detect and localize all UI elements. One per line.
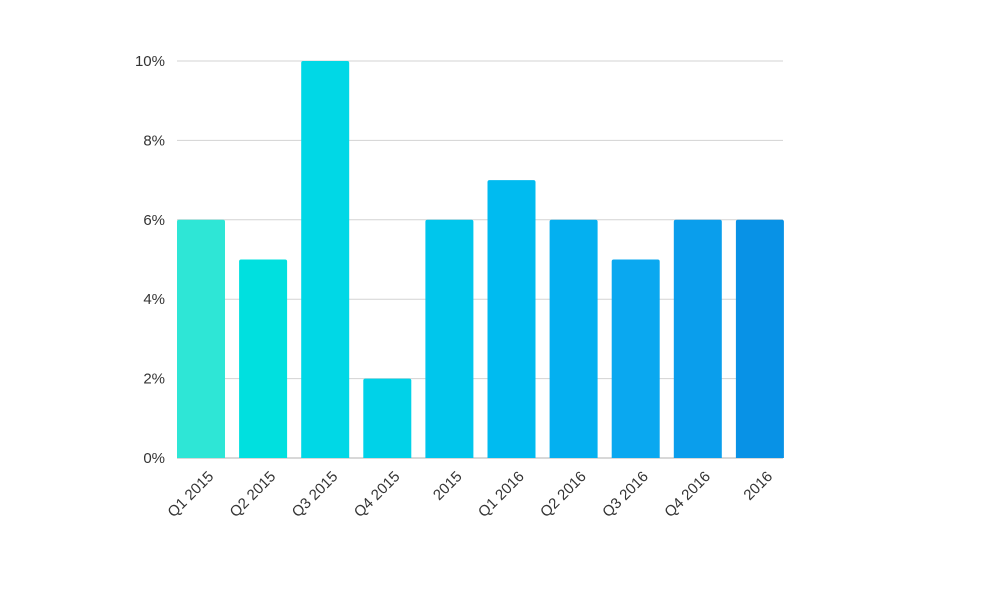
x-tick-label: Q4 2015 xyxy=(351,468,404,521)
y-tick-label: 2% xyxy=(143,371,165,388)
x-tick-label: Q3 2015 xyxy=(289,468,342,521)
bar xyxy=(611,259,660,458)
x-axis-ticks: Q1 2015 Q2 2015 Q3 2015 Q4 2015 2015 Q1 2016 Q… xyxy=(164,468,776,521)
x-tick-label: 2016 xyxy=(740,468,776,504)
bar xyxy=(301,61,350,458)
bar xyxy=(673,219,722,458)
x-tick-label: Q3 2016 xyxy=(599,468,652,521)
y-tick-label: 8% xyxy=(143,132,165,149)
x-tick-label: 2015 xyxy=(430,468,466,504)
x-tick-label: Q2 2016 xyxy=(537,468,590,521)
y-tick-label: 6% xyxy=(143,212,165,229)
x-tick-label: Q1 2016 xyxy=(475,468,528,521)
y-tick-label: 4% xyxy=(143,291,165,308)
x-tick-label: Q4 2016 xyxy=(661,468,714,521)
x-tick-label: Q2 2015 xyxy=(227,468,280,521)
bar xyxy=(425,219,474,458)
bar xyxy=(363,378,412,458)
bar xyxy=(735,219,784,458)
bar xyxy=(549,219,598,458)
y-tick-label: 0% xyxy=(143,450,165,467)
bars xyxy=(177,61,784,458)
bar xyxy=(487,180,536,458)
y-tick-label: 10% xyxy=(135,53,165,70)
bar xyxy=(239,259,288,458)
bar xyxy=(177,219,225,458)
x-tick-label: Q1 2015 xyxy=(164,468,217,521)
y-axis-ticks: 0% 2% 4% 6% 8% 10% xyxy=(135,53,165,467)
